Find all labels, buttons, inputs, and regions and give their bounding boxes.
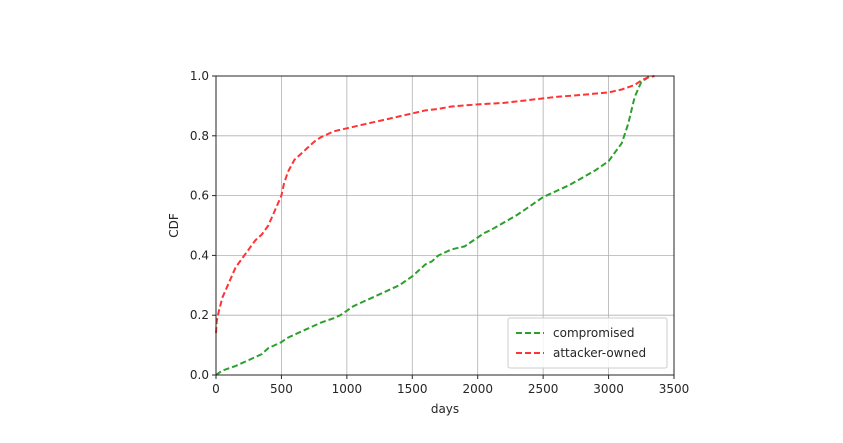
axis-ticks: 0 500 1000 1500 2000 2500 3000 3500 0.0 0.2 0.4 0.6… [190,69,689,396]
x-tick-label: 3500 [659,382,690,396]
y-tick-label: 0.8 [190,129,209,143]
series-lines [215,75,655,376]
y-tick-label: 0.6 [190,189,209,203]
legend: compromised attacker-owned [507,317,668,369]
x-tick-label: 2000 [462,382,493,396]
y-tick-label: 0.0 [190,368,209,382]
y-tick-label: 1.0 [190,69,209,83]
y-axis-label: CDF [167,213,181,238]
x-tick-label: 0 [212,382,220,396]
y-tick-label: 0.2 [190,308,209,322]
y-tick-label: 0.4 [190,248,209,262]
legend-box [507,317,668,369]
plot-frame [215,75,675,376]
x-tick-label: 1500 [397,382,428,396]
x-tick-label: 2500 [528,382,559,396]
legend-label-attacker-owned: attacker-owned [553,346,646,360]
x-tick-label: 1000 [332,382,363,396]
series-line-compromised [215,75,655,376]
x-axis-label: days [431,402,459,416]
x-tick-label: 3000 [593,382,624,396]
legend-label-compromised: compromised [553,326,635,340]
x-tick-label: 500 [270,382,293,396]
